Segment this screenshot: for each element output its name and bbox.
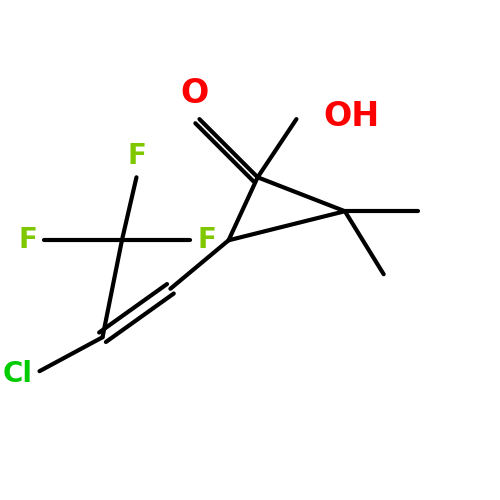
Text: F: F — [197, 226, 216, 254]
Text: O: O — [180, 78, 208, 110]
Text: OH: OH — [323, 100, 380, 133]
Text: F: F — [18, 226, 37, 254]
Text: Cl: Cl — [2, 360, 32, 388]
Text: F: F — [127, 142, 146, 170]
